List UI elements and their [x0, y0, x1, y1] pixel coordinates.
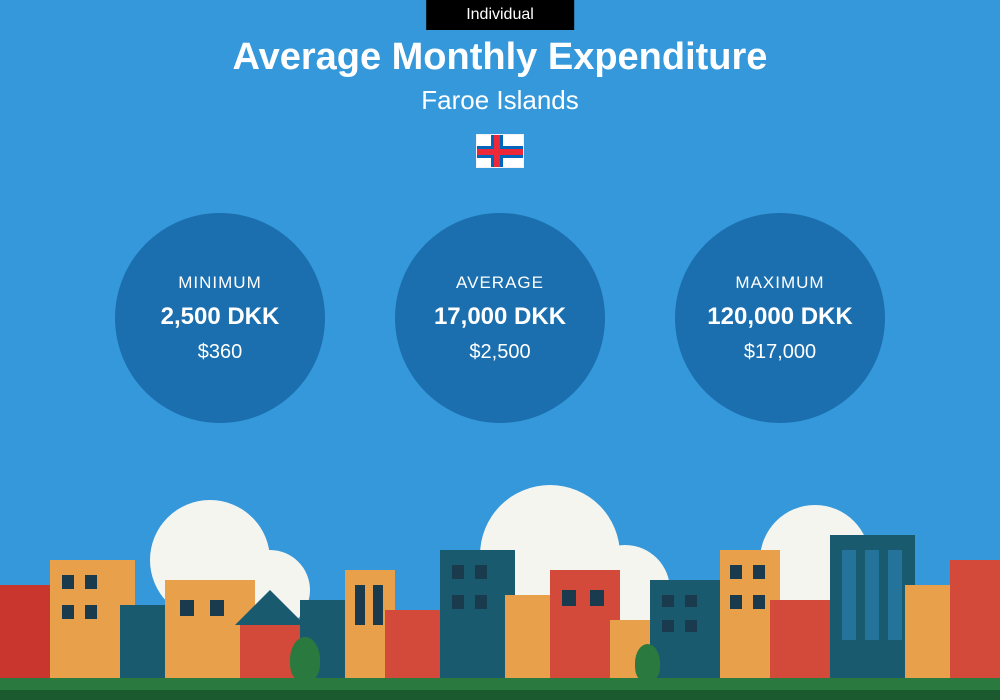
- stat-label: MINIMUM: [178, 273, 261, 293]
- stat-circle-maximum: MAXIMUM 120,000 DKK $17,000: [675, 213, 885, 423]
- stat-circle-average: AVERAGE 17,000 DKK $2,500: [395, 213, 605, 423]
- category-tab[interactable]: Individual: [426, 0, 574, 30]
- page-title: Average Monthly Expenditure: [0, 36, 1000, 79]
- stat-label: MAXIMUM: [735, 273, 824, 293]
- flag-icon: [476, 134, 524, 168]
- stat-value: 17,000 DKK: [434, 303, 566, 331]
- stat-usd: $17,000: [744, 341, 816, 364]
- stat-value: 2,500 DKK: [161, 303, 280, 331]
- tab-label: Individual: [466, 6, 534, 23]
- stat-usd: $360: [198, 341, 243, 364]
- stat-circle-minimum: MINIMUM 2,500 DKK $360: [115, 213, 325, 423]
- page-subtitle: Faroe Islands: [0, 85, 1000, 116]
- cityscape-illustration: [0, 490, 1000, 700]
- stat-label: AVERAGE: [456, 273, 544, 293]
- stat-usd: $2,500: [469, 341, 530, 364]
- stat-value: 120,000 DKK: [707, 303, 852, 331]
- stats-row: MINIMUM 2,500 DKK $360 AVERAGE 17,000 DK…: [0, 213, 1000, 423]
